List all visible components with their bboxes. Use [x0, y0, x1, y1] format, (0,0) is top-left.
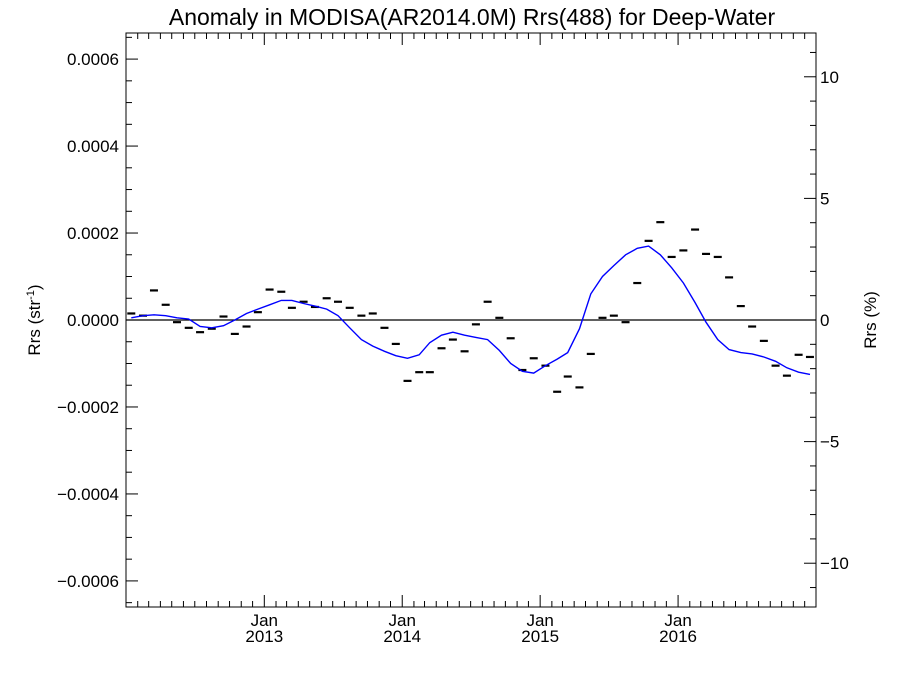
y-tick-label: −0.0002 — [57, 398, 119, 417]
y-tick-label: 0.0004 — [67, 137, 119, 156]
monthly-markers — [127, 221, 814, 393]
y2-axis-ticks: 10 5 0 −5 −10 — [804, 51, 849, 589]
y-tick-label: 0.0006 — [67, 50, 119, 69]
y-tick-label: 0.0002 — [67, 224, 119, 243]
y-tick-label: −0.0004 — [57, 485, 119, 504]
x-tick-month-label: Jan — [664, 611, 691, 630]
x-tick-month-label: Jan — [251, 611, 278, 630]
y2-tick-label: 10 — [820, 68, 839, 87]
chart-title: Anomaly in MODISA(AR2014.0M) Rrs(488) fo… — [169, 4, 776, 30]
y2-axis-label: Rrs (%) — [861, 291, 880, 349]
y-tick-label: 0.0000 — [67, 311, 119, 330]
x-tick-year-label: 2015 — [521, 627, 559, 646]
x-tick-year-label: 2014 — [383, 627, 421, 646]
y2-tick-label: −5 — [820, 433, 839, 452]
x-tick-year-label: 2016 — [659, 627, 697, 646]
y2-tick-label: −10 — [820, 554, 849, 573]
x-tick-month-label: Jan — [389, 611, 416, 630]
y-axis-ticks: 0.0006 0.0004 0.0002 0.0000 −0.0002 −0.0004 −0… — [57, 36, 138, 604]
y-axis-label: Rrs (str-1) — [25, 284, 44, 355]
smoothed-line — [131, 245, 811, 376]
y2-tick-label: 0 — [820, 311, 829, 330]
x-tick-month-label: Jan — [526, 611, 553, 630]
y2-tick-label: 5 — [820, 189, 829, 208]
y-tick-label: −0.0006 — [57, 572, 119, 591]
x-tick-year-label: 2013 — [245, 627, 283, 646]
